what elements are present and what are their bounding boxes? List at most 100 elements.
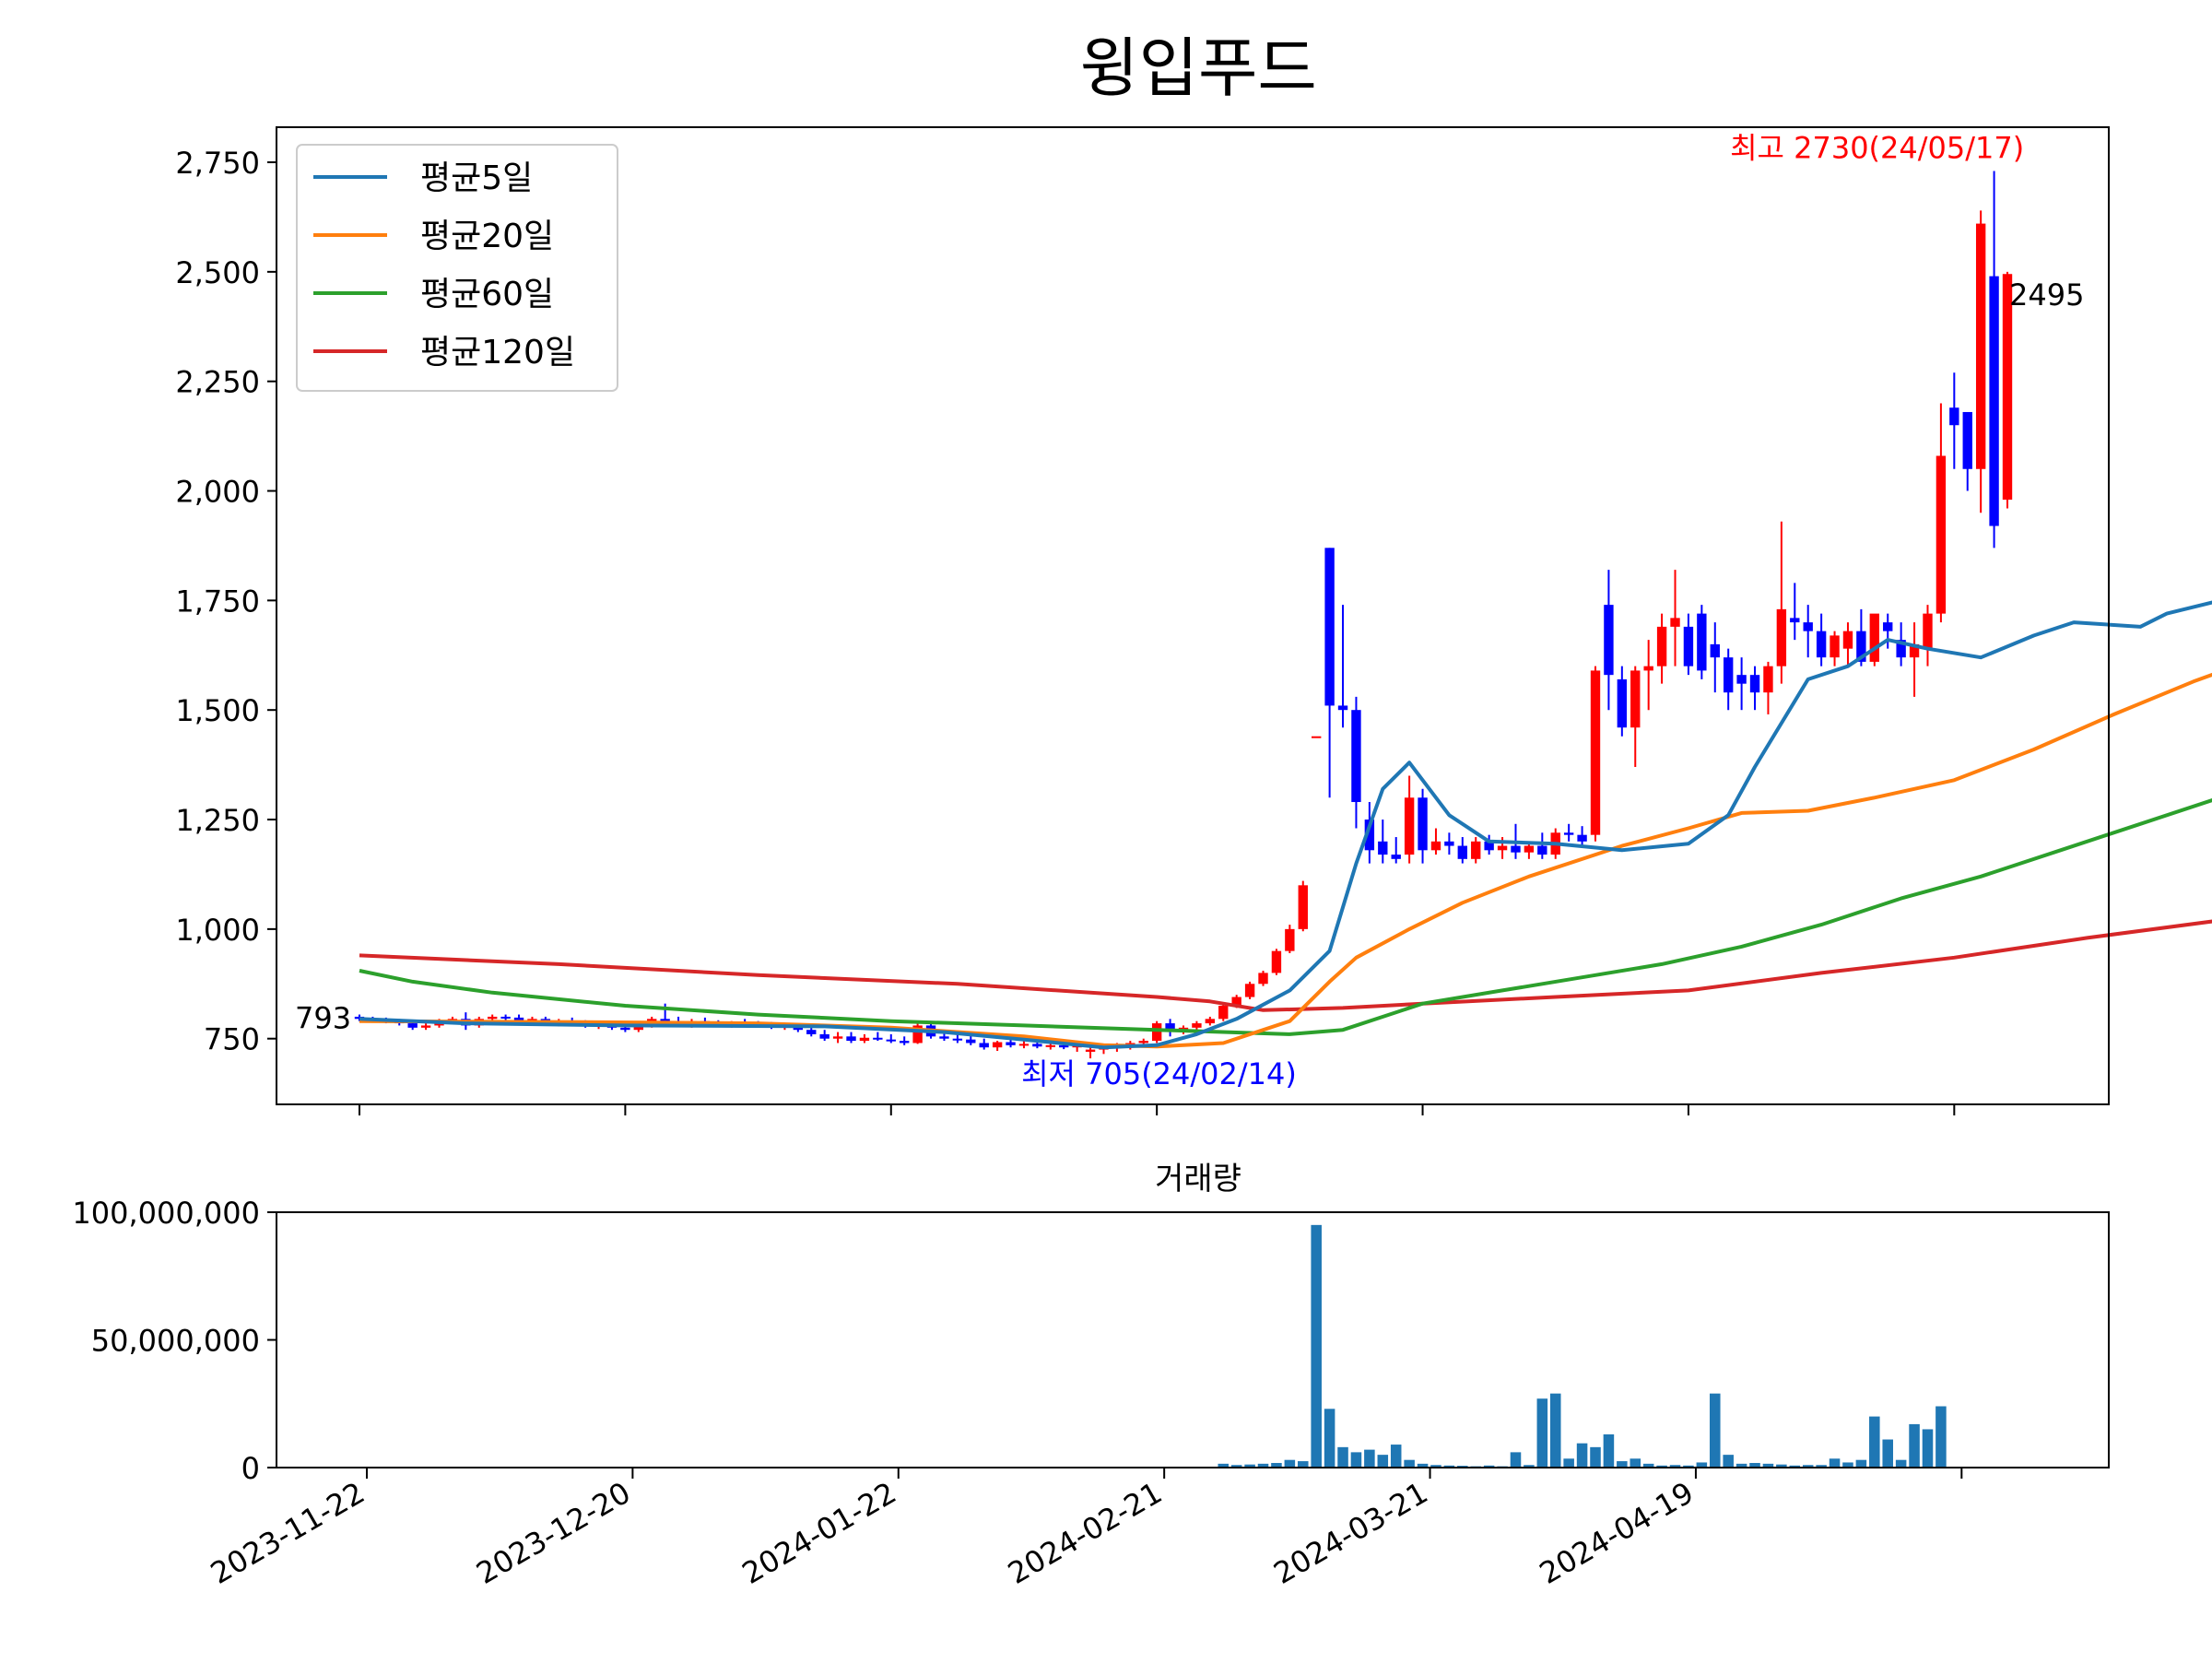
max-price-annotation: 최고 2730(24/05/17) [1730,131,2024,166]
candle-body [1218,1006,1229,1020]
candle-body [873,1037,883,1040]
volume-bar [1350,1452,1362,1468]
legend-label-ma5: 평균5일 [420,159,533,197]
volume-bar [1829,1458,1841,1468]
legend: 평균5일 평균20일 평균60일 평균120일 [296,144,618,392]
candle-body [1018,1044,1030,1046]
volume-bar [1536,1398,1548,1468]
volume-bar [1789,1465,1801,1468]
volume-bar [1642,1463,1654,1468]
volume-bar [1669,1465,1681,1468]
candle-body [1138,1041,1148,1044]
volume-bar [1430,1465,1441,1468]
volume-bar [1244,1464,1255,1468]
volume-bar [1443,1465,1455,1468]
volume-bar [1656,1465,1667,1468]
candle-body [966,1039,976,1044]
candle-body [886,1039,896,1042]
price-y-tick-label: 2,250 [175,365,260,400]
candle-body [420,1025,431,1028]
candle-body [1059,1044,1069,1048]
candle-body [1630,670,1641,728]
candle-body [846,1036,856,1042]
volume-bar [1404,1459,1415,1468]
legend-label-ma20: 평균20일 [420,218,554,255]
volume-y-tick-label: 50,000,000 [91,1324,260,1359]
candle-body [1258,973,1268,985]
candle-body [952,1038,963,1041]
chart-title: 윙입푸드 [1079,30,1317,106]
volume-bar [1855,1459,1867,1468]
volume-bar [1683,1465,1694,1468]
candle-body [1830,635,1840,658]
candle-body [1298,885,1308,929]
candle-body [1205,1019,1216,1024]
candle-body [1656,626,1667,666]
last-close-label: 2495 [2009,277,2084,313]
price-y-tick-label: 1,000 [175,913,260,948]
candle-body [513,1017,524,1021]
candle-body [1803,622,1813,631]
volume-bar [1311,1224,1322,1468]
date-tick-label: 2024-04-19 [1534,1475,1700,1591]
volume-y-tick-label: 100,000,000 [72,1196,260,1231]
candle-body [1577,834,1587,842]
candle-body [1670,618,1680,627]
candle-body [1949,407,1959,426]
volume-bar [1802,1465,1814,1468]
candle-body [1178,1027,1189,1031]
candle-body [1909,643,1920,658]
date-tick-label: 2024-03-21 [1267,1475,1433,1591]
volume-bar [1483,1465,1495,1468]
volume-bar [1524,1465,1535,1468]
candle-body [1457,845,1467,859]
volume-chart-title: 거래량 [1155,1161,1241,1197]
candle-body [1790,618,1800,623]
legend-label-ma120: 평균120일 [420,334,575,372]
candle-body [1869,613,1879,662]
date-tick-label: 2023-11-22 [205,1475,371,1591]
volume-bar [1842,1462,1853,1468]
volume-bar [1869,1416,1880,1468]
candle-body [832,1036,843,1039]
volume-bar [1298,1461,1309,1468]
candle-body [620,1027,630,1031]
candle-body [912,1025,923,1044]
volume-bar [1271,1463,1282,1468]
candle-body [1537,845,1547,855]
candle-body [1697,613,1707,671]
candle-body [1923,613,1933,649]
legend-label-ma60: 평균60일 [420,276,554,313]
volume-bar [1922,1429,1934,1468]
price-y-tick-label: 2,750 [175,146,260,181]
candle-body [1192,1023,1202,1028]
candle-body [1045,1044,1055,1047]
candle-body [1975,223,1986,469]
price-y-tick-label: 1,500 [175,693,260,728]
min-price-annotation: 최저 705(24/02/14) [1021,1056,1297,1091]
candle-body [500,1016,511,1019]
candle-body [1604,605,1614,676]
candle-body [1936,455,1947,614]
price-plot-frame [276,126,2110,1105]
candle-body [1391,855,1401,859]
candle-body [1710,643,1720,658]
volume-bar [1576,1443,1588,1468]
candle-body [979,1043,989,1048]
candle-body [1724,657,1734,693]
candle-body [1337,705,1348,711]
candle-body [1590,670,1601,835]
volume-bar [1417,1463,1429,1468]
volume-bar [1909,1423,1920,1468]
volume-bar [1816,1465,1827,1468]
candle-body [1430,841,1441,851]
candle-body [900,1041,910,1044]
volume-bar [1710,1393,1721,1468]
first-close-label: 793 [295,1000,351,1035]
candle-body [633,1025,643,1031]
candle-body [1511,845,1521,853]
volume-bar [1723,1455,1734,1468]
candle-body [1444,841,1454,846]
price-plot: 750 1,000 1,250 1,500 1,750 2,000 2,250 2,500 2,… [175,126,2212,1115]
